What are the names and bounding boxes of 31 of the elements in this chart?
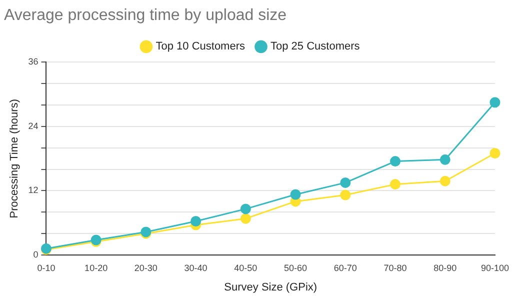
x-tick-label: 30-40: [184, 262, 208, 273]
chart-title: Average processing time by upload size: [4, 7, 287, 24]
point: [390, 156, 401, 167]
point: [490, 148, 500, 158]
point: [440, 154, 450, 165]
y-tick-label: 36: [28, 56, 38, 67]
x-tick-label: 70-80: [384, 262, 407, 273]
point: [490, 97, 500, 108]
point: [390, 179, 401, 190]
point: [190, 216, 202, 227]
y-tick-label: 12: [28, 185, 38, 196]
point: [290, 189, 301, 200]
legend-label: Top 10 Customers: [156, 40, 246, 53]
x-axis-title: Survey Size (GPix): [224, 281, 318, 294]
y-axis-title: Processing Time (hours): [8, 98, 21, 218]
point: [240, 213, 251, 224]
x-tick-label: 50-60: [284, 262, 308, 273]
legend-label: Top 25 Customers: [270, 40, 360, 53]
point: [440, 176, 450, 186]
y-tick-label: 24: [28, 120, 38, 131]
x-tick-label: 0-10: [37, 262, 56, 273]
x-tick-label: 10-20: [84, 262, 108, 273]
y-tick-label: 0: [33, 249, 38, 260]
point: [340, 190, 351, 200]
x-tick-label: 90-100: [480, 262, 510, 273]
x-tick-label: 40-50: [234, 262, 258, 273]
x-tick-label: 20-30: [134, 262, 158, 273]
point: [340, 177, 351, 188]
x-tick-label: 80-90: [434, 262, 457, 273]
x-tick-label: 60-70: [334, 262, 357, 273]
point: [240, 204, 251, 214]
